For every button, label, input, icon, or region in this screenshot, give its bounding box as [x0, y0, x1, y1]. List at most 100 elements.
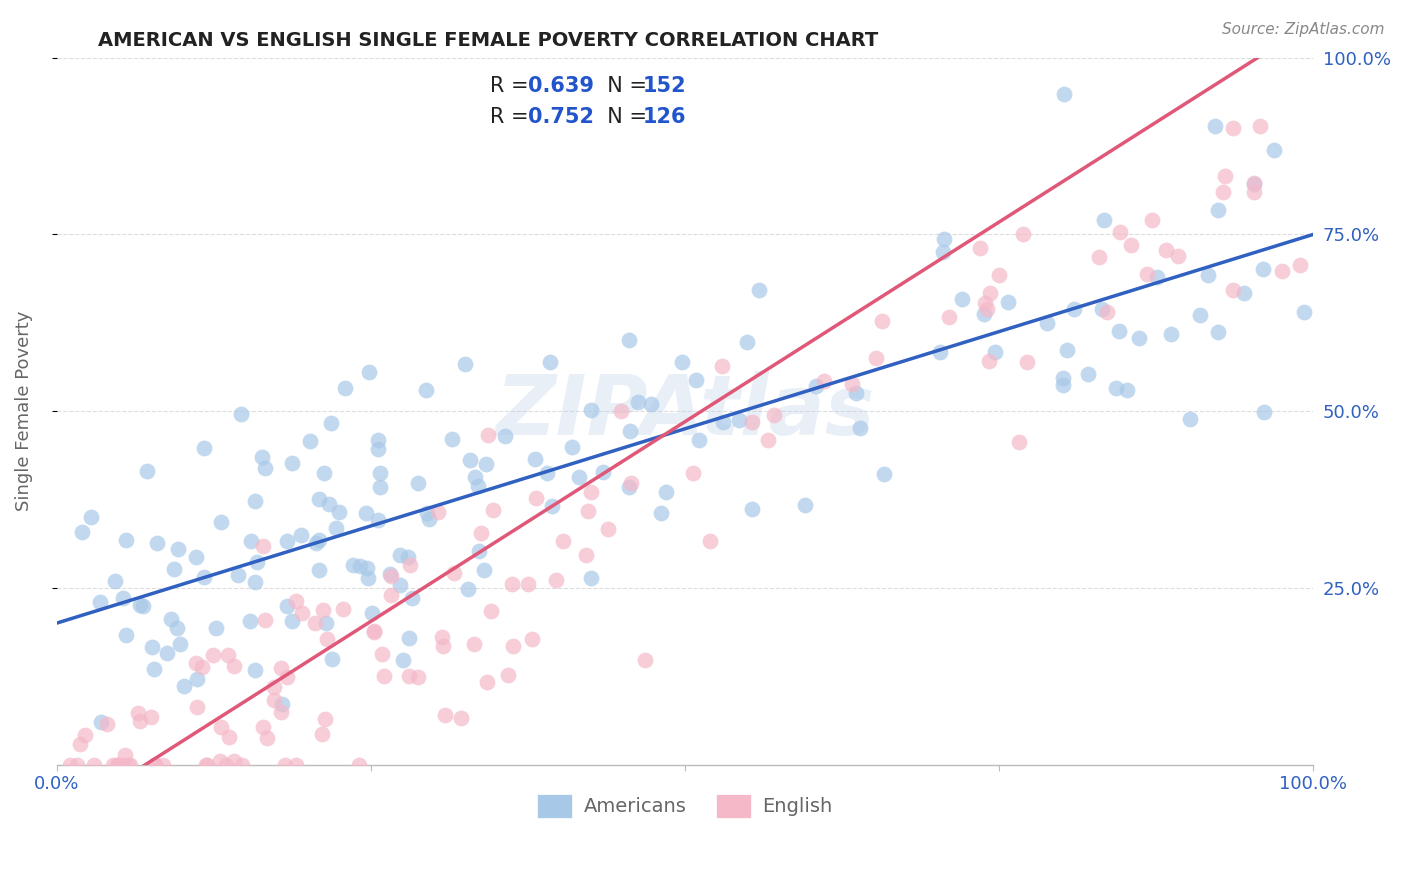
Point [813, 374, 835, 388]
Point [477, 427, 499, 442]
Point [104, 574, 127, 588]
Point [620, 476, 643, 491]
Point [186, 672, 208, 686]
Point [367, 442, 389, 456]
Point [1222, 283, 1244, 297]
Point [841, 376, 863, 391]
Point [190, 659, 212, 673]
Point [305, 535, 328, 549]
Point [450, 711, 472, 725]
Point [873, 467, 896, 482]
Point [59, 757, 82, 772]
Point [502, 639, 524, 653]
Point [273, 757, 295, 772]
Point [356, 571, 378, 585]
Point [217, 648, 239, 662]
Point [699, 534, 721, 549]
Point [1140, 212, 1163, 227]
Point [977, 354, 1000, 368]
Point [688, 433, 710, 447]
Text: N =: N = [595, 76, 654, 96]
Point [685, 373, 707, 387]
Point [252, 450, 274, 464]
Point [610, 404, 633, 418]
Point [270, 661, 292, 675]
Point [256, 731, 278, 745]
Point [1189, 308, 1212, 322]
Point [475, 458, 498, 472]
Point [270, 697, 292, 711]
Point [551, 533, 574, 548]
Point [640, 397, 662, 411]
Point [1206, 203, 1229, 218]
Point [194, 757, 217, 772]
Point [950, 292, 973, 306]
Point [517, 577, 540, 591]
Point [318, 497, 340, 511]
Point [1036, 316, 1059, 330]
Text: 0.639: 0.639 [527, 76, 593, 96]
Point [1063, 302, 1085, 317]
Point [938, 310, 960, 324]
Point [399, 558, 422, 572]
Point [246, 556, 269, 570]
Point [1105, 381, 1128, 395]
Point [308, 533, 330, 548]
Point [193, 441, 215, 455]
Point [1233, 286, 1256, 301]
Point [794, 498, 817, 512]
Point [335, 381, 357, 395]
Point [581, 571, 603, 585]
Point [209, 720, 232, 734]
Point [1167, 249, 1189, 263]
Point [201, 648, 224, 662]
Point [239, 615, 262, 629]
Point [973, 296, 995, 310]
Point [427, 505, 450, 519]
Point [142, 661, 165, 675]
Point [1263, 143, 1285, 157]
Point [711, 415, 734, 429]
Point [494, 429, 516, 443]
Point [1206, 325, 1229, 339]
Point [281, 456, 304, 470]
Point [145, 536, 167, 550]
Point [401, 591, 423, 605]
Point [367, 513, 389, 527]
Point [252, 720, 274, 734]
Point [145, 757, 167, 772]
Text: R =: R = [491, 107, 536, 127]
Point [934, 232, 956, 246]
Point [865, 351, 887, 366]
Point [598, 522, 620, 536]
Point [368, 480, 391, 494]
Point [650, 506, 672, 520]
Point [368, 466, 391, 480]
Point [253, 613, 276, 627]
Point [479, 604, 502, 618]
Point [169, 637, 191, 651]
Point [143, 757, 166, 772]
Point [932, 245, 955, 260]
Point [524, 491, 547, 505]
Point [1115, 383, 1137, 397]
Point [222, 754, 245, 768]
Point [184, 550, 207, 565]
Point [231, 757, 253, 772]
Point [1052, 371, 1074, 385]
Point [263, 680, 285, 694]
Point [328, 505, 350, 519]
Point [1092, 213, 1115, 227]
Point [973, 307, 995, 321]
Point [69, 738, 91, 752]
Point [363, 625, 385, 640]
Point [418, 512, 440, 526]
Point [96, 716, 118, 731]
Point [388, 577, 411, 591]
Point [1109, 225, 1132, 239]
Point [1213, 169, 1236, 184]
Point [748, 283, 770, 297]
Point [1091, 301, 1114, 316]
Point [228, 567, 250, 582]
Point [415, 383, 437, 397]
